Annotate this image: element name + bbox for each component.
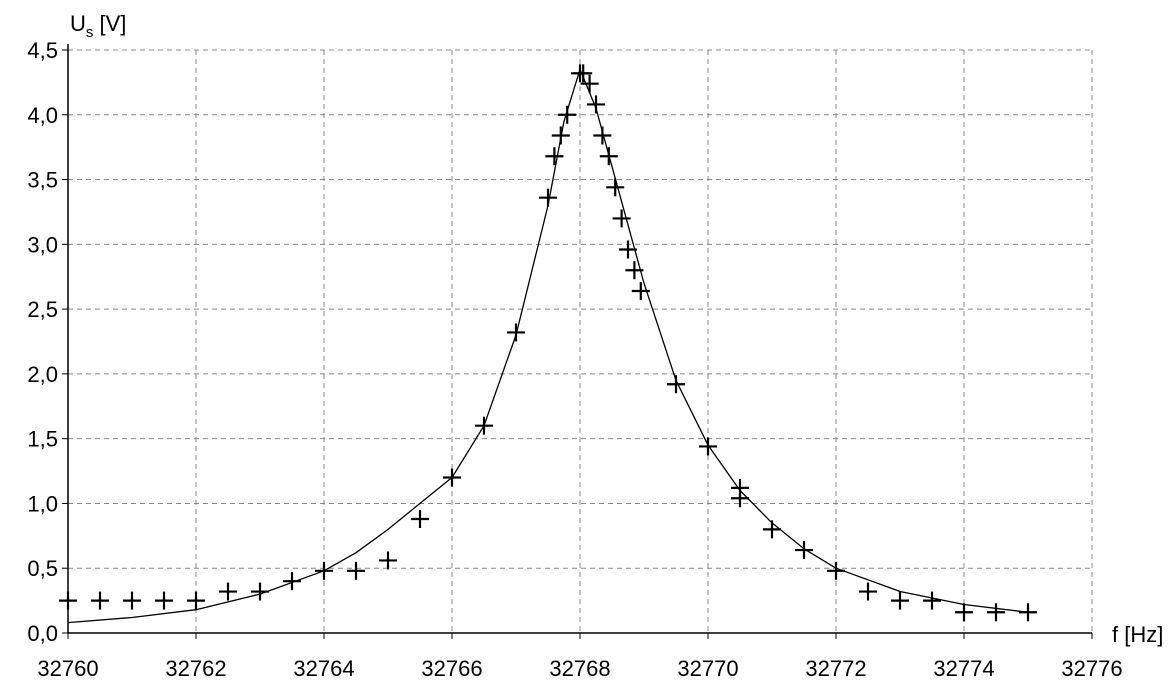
data-point	[379, 551, 397, 570]
data-point	[606, 178, 625, 197]
data-point	[699, 437, 717, 456]
data-point	[763, 520, 781, 539]
data-point	[987, 603, 1005, 622]
data-point	[955, 603, 973, 622]
y-tick-label: 4,0	[27, 103, 58, 128]
y-tick-label: 4,5	[27, 38, 58, 63]
data-point	[123, 591, 141, 610]
data-point	[558, 105, 577, 124]
data-point	[891, 591, 909, 610]
data-point	[507, 323, 525, 342]
data-point	[315, 561, 333, 580]
data-point	[59, 591, 77, 610]
data-point	[545, 147, 564, 166]
y-tick-label: 2,0	[27, 362, 58, 387]
data-point	[1019, 603, 1037, 622]
data-point	[219, 582, 237, 601]
fit-curve	[67, 68, 1029, 624]
data-point	[593, 126, 612, 145]
data-point	[347, 561, 365, 580]
x-tick-label: 32764	[293, 656, 354, 681]
x-tick-label: 32774	[933, 656, 994, 681]
data-point	[155, 591, 173, 610]
y-tick-label: 1,0	[27, 491, 58, 516]
data-point	[539, 188, 557, 207]
data-point	[795, 541, 813, 560]
x-tick-label: 32766	[421, 656, 482, 681]
data-point	[599, 147, 618, 166]
data-point	[619, 240, 637, 259]
data-points	[59, 64, 1037, 622]
data-point	[859, 582, 877, 601]
y-tick-label: 3,0	[27, 232, 58, 257]
data-point	[475, 416, 493, 435]
plot-axes	[62, 44, 1093, 639]
data-point	[587, 95, 605, 114]
data-point	[580, 74, 599, 93]
data-point	[625, 261, 644, 280]
y-axis-label: Us [V]	[70, 11, 126, 41]
data-point	[923, 591, 941, 610]
y-tick-label: 0,5	[27, 556, 58, 581]
data-point	[411, 509, 429, 528]
data-point	[283, 572, 301, 591]
y-tick-label: 3,5	[27, 168, 58, 193]
data-point	[731, 489, 749, 508]
x-tick-label: 32776	[1061, 656, 1122, 681]
x-tick-label: 32760	[37, 656, 98, 681]
data-point	[827, 561, 845, 580]
data-point	[574, 64, 593, 83]
data-point	[187, 591, 205, 610]
y-tick-labels: 0,0 0,5 1,0 1,5 2,0 2,5 3,0 3,5 4,0 4,5	[27, 38, 58, 646]
x-tick-label: 32768	[549, 656, 610, 681]
data-point	[631, 281, 650, 300]
y-tick-label: 2,5	[27, 297, 58, 322]
x-tick-label: 32770	[677, 656, 738, 681]
data-point	[667, 375, 685, 394]
x-tick-labels: 32760 32762 32764 32766 32768 32770 32772 32774…	[37, 656, 1122, 681]
y-axis-label-sub: s	[86, 24, 94, 41]
data-point	[443, 468, 461, 487]
y-tick-label: 0,0	[27, 621, 58, 646]
x-axis-label: f [Hz]	[1112, 622, 1163, 647]
data-point	[612, 209, 631, 228]
data-point	[551, 126, 570, 145]
x-tick-label: 32762	[165, 656, 226, 681]
grid-lines	[68, 49, 1093, 633]
x-tick-label: 32772	[805, 656, 866, 681]
y-tick-label: 1,5	[27, 427, 58, 452]
y-axis-label-main: U	[70, 11, 86, 36]
data-point	[251, 582, 269, 601]
data-point	[91, 591, 109, 610]
y-axis-label-unit: [V]	[93, 11, 126, 36]
fit-curve-line	[67, 68, 1029, 624]
